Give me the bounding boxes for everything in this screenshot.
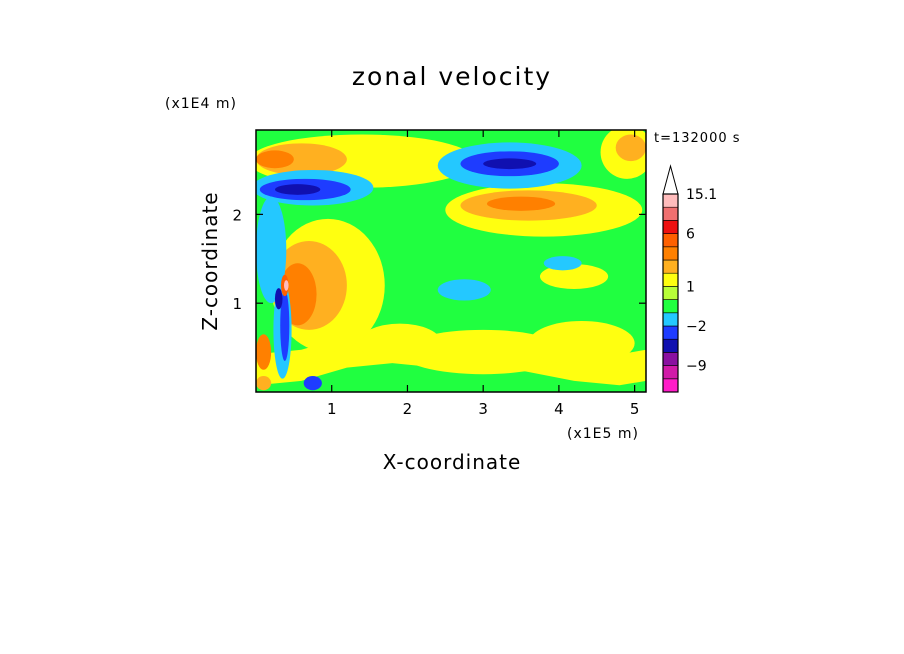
colorbar: 15.1 6 1 −2 −9	[662, 164, 717, 393]
colorbar-top-triangle	[662, 164, 679, 195]
colorbar-segment	[662, 220, 679, 234]
contour-regions	[256, 130, 646, 391]
colorbar-segment	[662, 365, 679, 380]
colorbar-segment	[662, 325, 679, 340]
contour-region-3	[528, 320, 635, 366]
colorbar-segment	[662, 338, 679, 353]
contour-region-15	[615, 134, 646, 162]
x-unit-label: (x1E5 m)	[567, 426, 639, 442]
contour-region-27	[274, 288, 283, 310]
colorbar-segment	[662, 193, 679, 208]
y-axis-label: Z-coordinate	[198, 191, 222, 330]
contour-region-1	[399, 329, 567, 375]
contour-region-4	[539, 264, 609, 289]
contour-region-31	[256, 334, 272, 370]
contour-region-26	[280, 289, 290, 361]
colorbar-label: 1	[686, 279, 695, 295]
colorbar-segment	[662, 206, 679, 221]
colorbar-label: 15.1	[686, 187, 717, 203]
contour-region-2	[358, 323, 442, 363]
contour-region-22	[256, 196, 287, 304]
y-axis-ticks: 12	[232, 206, 646, 313]
x-tick-label: 3	[478, 400, 488, 418]
x-axis-label: X-coordinate	[383, 450, 522, 474]
colorbar-label: −2	[686, 319, 707, 335]
colorbar-segment	[662, 312, 679, 327]
colorbar-segment	[662, 246, 679, 261]
contour-plot-area	[256, 130, 646, 392]
contour-region-23	[437, 279, 491, 301]
colorbar-segment	[662, 233, 679, 248]
colorbar-segment	[662, 286, 679, 300]
colorbar-label: −9	[686, 359, 707, 375]
colorbar-label: 6	[686, 227, 695, 243]
colorbar-frame	[662, 193, 679, 393]
y-tick-label: 1	[232, 295, 242, 313]
contour-region-21	[274, 184, 321, 195]
contour-region-32	[256, 376, 272, 391]
colorbar-segment	[662, 378, 679, 393]
contour-region-10	[486, 196, 556, 211]
colorbar-segment	[662, 299, 679, 314]
plot-frame	[255, 129, 647, 393]
contour-region-30	[284, 280, 289, 291]
x-tick-label: 2	[403, 400, 413, 418]
colorbar-segment	[662, 259, 679, 274]
contour-region-13	[256, 150, 294, 169]
time-label: t=132000 s	[654, 131, 741, 146]
contour-region-28	[303, 376, 322, 391]
y-unit-label: (x1E4 m)	[165, 96, 237, 112]
x-axis-ticks: 1 2 3 4 5	[327, 130, 639, 418]
x-tick-label: 4	[554, 400, 564, 418]
colorbar-segment	[662, 352, 679, 366]
contour-region-18	[483, 158, 537, 170]
y-tick-label: 2	[232, 206, 242, 224]
chart-title: zonal velocity	[352, 62, 552, 91]
x-tick-label: 5	[630, 400, 640, 418]
contour-region-24	[543, 256, 582, 271]
x-tick-label: 1	[327, 400, 337, 418]
colorbar-segment	[662, 272, 679, 287]
